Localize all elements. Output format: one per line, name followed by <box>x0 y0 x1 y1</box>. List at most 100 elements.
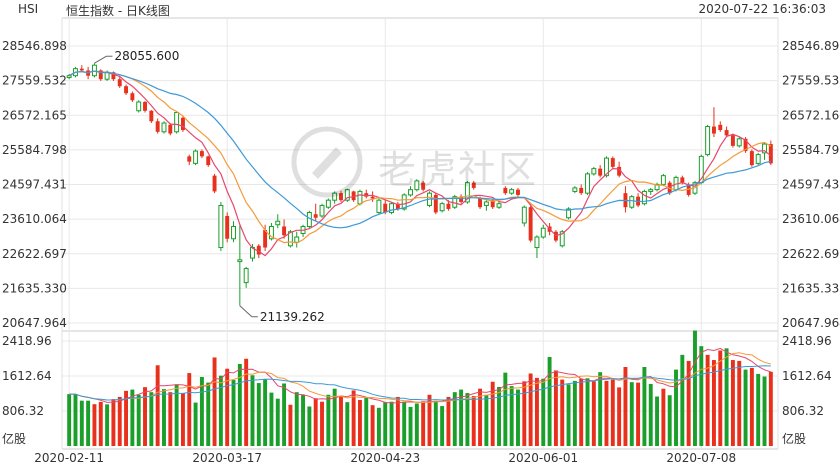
candle-body <box>585 173 590 194</box>
volume-bar <box>711 360 716 446</box>
candle-body <box>521 206 527 224</box>
volume-bar <box>680 354 685 446</box>
price-annotations: 28055.600 21139.262 <box>94 49 325 324</box>
ma5-line <box>68 70 772 257</box>
volume-bar <box>162 389 166 446</box>
price-tick-right: 24597.431 <box>782 178 840 192</box>
volume-bar <box>490 381 495 446</box>
candle-body <box>332 192 338 201</box>
vol-ma20-line <box>69 365 771 401</box>
candle-body <box>503 187 508 194</box>
volume-bar <box>522 381 527 446</box>
candle-body <box>516 189 520 195</box>
candle-body <box>509 189 515 194</box>
volume-bar <box>636 382 641 446</box>
candle-body <box>471 182 476 188</box>
price-tick-left: 20647.964 <box>2 316 67 330</box>
price-tick-left: 22622.697 <box>2 247 67 261</box>
annotation-leader <box>94 55 107 64</box>
candle-body <box>617 166 622 176</box>
volume-bar <box>67 394 72 446</box>
volume-bar <box>143 387 147 446</box>
candle-body <box>408 189 413 196</box>
volume-bar <box>579 378 584 446</box>
volume-bar <box>465 393 470 446</box>
volume-bar <box>667 395 672 446</box>
volume-bar <box>560 379 565 446</box>
candle-body <box>598 168 603 176</box>
volume-bar <box>503 372 508 446</box>
candle-body <box>199 151 204 157</box>
price-tick-right: 26572.165 <box>782 108 840 122</box>
volume-bar <box>693 330 697 446</box>
volume-bar <box>187 373 192 446</box>
candle-body <box>452 196 458 208</box>
volume-bar <box>408 406 413 446</box>
volume-tick-left: 2418.96 <box>2 334 52 348</box>
candle-body <box>540 227 546 238</box>
candle-body <box>161 122 167 133</box>
candle-body <box>351 191 356 201</box>
volume-bar <box>339 396 343 446</box>
price-tick-right: 27559.532 <box>782 74 840 88</box>
candle-body <box>91 64 97 77</box>
volume-unit-left: 亿股 <box>2 431 26 446</box>
volume-bar <box>421 401 426 446</box>
volume-tick-left: 1612.64 <box>2 369 52 383</box>
volume-bar <box>610 379 615 446</box>
candle-body <box>168 124 173 134</box>
volume-bar <box>661 388 666 446</box>
candle-body <box>610 158 615 167</box>
candle-body <box>287 231 293 247</box>
volume-bar <box>269 392 274 446</box>
candle-body <box>149 110 154 122</box>
candle-body <box>572 187 578 192</box>
volume-bar <box>206 382 211 446</box>
candle-body <box>212 175 217 192</box>
volume-bar <box>553 370 558 446</box>
candle-body <box>730 135 735 146</box>
candle-body <box>749 151 754 166</box>
volume-bar <box>516 389 520 446</box>
candle-body <box>660 175 666 185</box>
volume-bar <box>484 394 489 446</box>
volume-bar <box>427 394 432 446</box>
volume-bar <box>389 401 394 446</box>
candle-body <box>376 199 382 213</box>
price-moving-averages <box>68 70 772 257</box>
volume-bar <box>452 392 457 446</box>
candle-body <box>421 182 426 190</box>
candle-body <box>206 156 211 166</box>
volume-bar <box>730 360 735 446</box>
price-tick-right: 20647.964 <box>782 316 840 330</box>
volume-bar <box>117 396 122 446</box>
x-tick-label: 2020-06-01 <box>508 451 578 465</box>
candle-body <box>579 187 584 194</box>
volume-bar <box>149 392 154 446</box>
volume-bar <box>768 371 773 446</box>
volume-series <box>67 330 773 446</box>
x-tick-label: 2020-02-11 <box>34 451 104 465</box>
volume-bar <box>73 394 78 446</box>
ma20-line <box>68 70 771 229</box>
annotation-leader <box>239 305 253 318</box>
candle-body <box>528 207 533 241</box>
volume-bar <box>478 388 483 446</box>
candle-body <box>414 180 420 191</box>
price-tick-left: 26572.165 <box>2 108 67 122</box>
volume-bar <box>743 369 748 446</box>
volume-bar <box>598 372 603 446</box>
candle-body <box>705 126 711 156</box>
datetime-label: 2020-07-22 16:36:03 <box>698 2 826 16</box>
candle-body <box>124 86 129 94</box>
price-tick-left: 23610.064 <box>2 212 67 226</box>
volume-bar <box>591 381 596 446</box>
volume-bar <box>244 358 249 446</box>
volume-bar <box>604 380 609 446</box>
grid <box>61 17 779 450</box>
candle-body <box>143 102 147 111</box>
volume-moving-averages <box>69 347 771 404</box>
volume-bar <box>547 357 552 446</box>
candle-body <box>604 157 609 177</box>
